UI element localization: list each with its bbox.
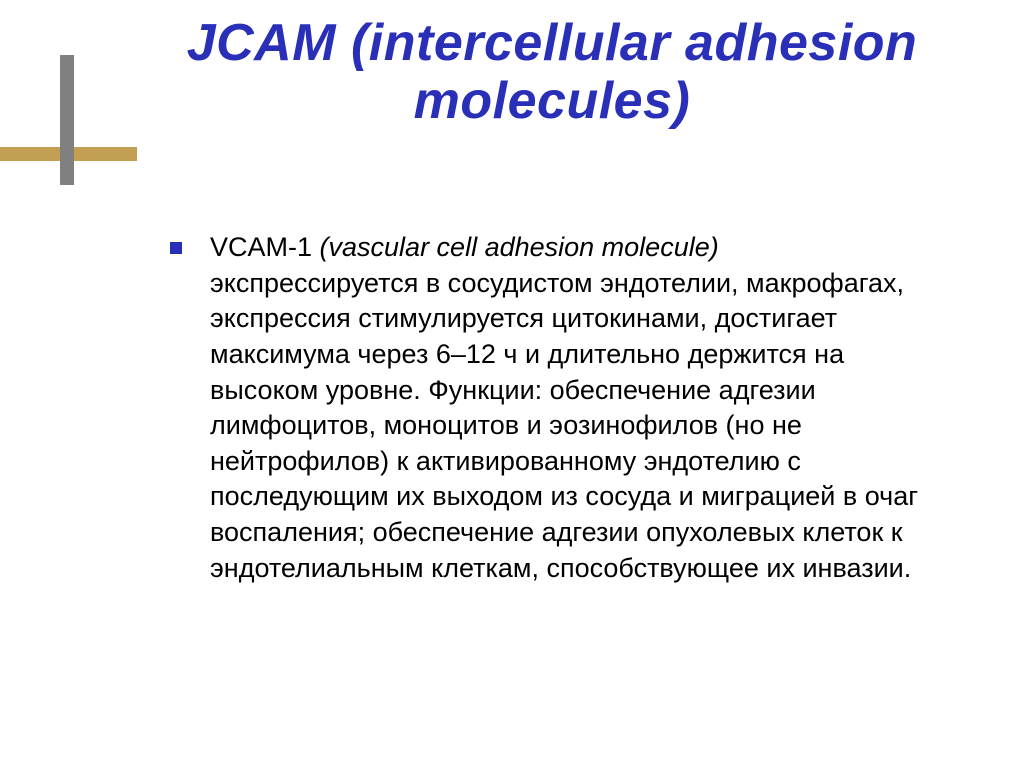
body-rest: экспрессируется в сосудистом эндотелии, … bbox=[210, 268, 918, 583]
title-accent-vertical bbox=[60, 55, 74, 185]
body-container: VCAM-1 (vascular cell adhesion molecule)… bbox=[170, 230, 934, 586]
square-bullet-icon bbox=[170, 242, 182, 254]
slide: JCAM (intercellular adhesion molecules) … bbox=[0, 0, 1024, 768]
body-lead-italic: (vascular cell adhesion molecule) bbox=[320, 232, 719, 262]
body-text: VCAM-1 (vascular cell adhesion molecule)… bbox=[210, 230, 934, 586]
slide-title: JCAM (intercellular adhesion molecules) bbox=[140, 14, 964, 130]
bullet-item: VCAM-1 (vascular cell adhesion molecule)… bbox=[170, 230, 934, 586]
title-container: JCAM (intercellular adhesion molecules) bbox=[140, 14, 964, 130]
body-lead-plain: VCAM-1 bbox=[210, 232, 320, 262]
